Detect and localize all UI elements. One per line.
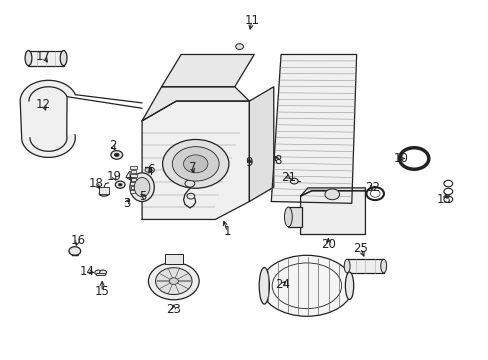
Text: 17: 17: [36, 50, 51, 63]
Bar: [130, 166, 137, 169]
Circle shape: [145, 168, 151, 172]
Text: 7: 7: [188, 161, 196, 174]
Bar: [72, 255, 78, 256]
Text: 18: 18: [88, 177, 103, 190]
Polygon shape: [300, 191, 365, 234]
Ellipse shape: [134, 177, 150, 197]
Text: 21: 21: [280, 171, 295, 184]
Circle shape: [114, 153, 119, 157]
Text: 15: 15: [95, 285, 109, 298]
Ellipse shape: [284, 207, 292, 227]
Circle shape: [155, 268, 192, 294]
Text: 16: 16: [70, 234, 85, 247]
Circle shape: [162, 139, 228, 188]
Circle shape: [183, 155, 207, 173]
Polygon shape: [161, 54, 254, 87]
Polygon shape: [249, 87, 273, 202]
Bar: [130, 182, 137, 185]
Circle shape: [290, 178, 298, 184]
Polygon shape: [271, 54, 356, 203]
Ellipse shape: [25, 50, 32, 66]
Bar: [96, 273, 105, 275]
Polygon shape: [300, 188, 365, 196]
Circle shape: [169, 278, 178, 284]
Ellipse shape: [345, 272, 353, 300]
Text: 12: 12: [36, 98, 51, 111]
Ellipse shape: [380, 259, 386, 273]
Text: 4: 4: [124, 170, 132, 183]
Polygon shape: [142, 87, 249, 121]
Bar: [99, 187, 109, 194]
Text: 1: 1: [223, 225, 231, 238]
Bar: [131, 170, 136, 173]
Text: 19: 19: [106, 170, 121, 183]
Ellipse shape: [60, 50, 67, 66]
Text: 23: 23: [166, 303, 181, 316]
Polygon shape: [20, 80, 75, 157]
Circle shape: [118, 183, 122, 186]
Bar: [288, 207, 302, 226]
Circle shape: [111, 150, 122, 159]
Bar: [346, 259, 383, 273]
Bar: [131, 178, 136, 181]
Text: 2: 2: [109, 139, 116, 152]
Text: 8: 8: [273, 154, 281, 167]
Bar: [130, 174, 137, 177]
Text: 22: 22: [364, 181, 379, 194]
Bar: [28, 50, 63, 66]
Text: 3: 3: [122, 197, 130, 210]
Text: 10: 10: [393, 152, 408, 165]
Text: 9: 9: [245, 156, 253, 168]
Circle shape: [148, 262, 199, 300]
Circle shape: [100, 270, 106, 275]
Bar: [131, 186, 136, 189]
Ellipse shape: [344, 259, 349, 273]
Ellipse shape: [259, 267, 269, 304]
Ellipse shape: [99, 191, 109, 196]
Circle shape: [325, 189, 339, 200]
Text: 13: 13: [436, 193, 451, 206]
Circle shape: [69, 247, 81, 255]
Ellipse shape: [260, 255, 352, 316]
Text: 14: 14: [80, 265, 95, 278]
Polygon shape: [142, 101, 249, 220]
Circle shape: [172, 147, 219, 181]
Circle shape: [115, 181, 125, 188]
Text: 25: 25: [352, 242, 367, 255]
Circle shape: [95, 270, 102, 275]
Circle shape: [235, 44, 243, 49]
Text: 24: 24: [274, 278, 289, 291]
Text: 6: 6: [147, 163, 154, 176]
Bar: [130, 190, 137, 193]
Ellipse shape: [130, 173, 154, 202]
Text: 11: 11: [244, 14, 259, 27]
Text: 5: 5: [139, 190, 146, 203]
Text: 20: 20: [320, 238, 335, 251]
Bar: [164, 253, 182, 264]
